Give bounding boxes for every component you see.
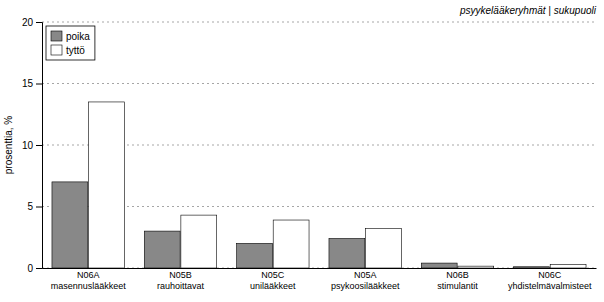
- bar: [273, 220, 309, 268]
- legend-swatch: [51, 31, 62, 41]
- bar: [89, 102, 125, 268]
- grid-line: [42, 145, 596, 146]
- tick: N05Brauhoittavat: [157, 270, 205, 290]
- plot: 0 5 10 15 20 N06Amasennuslääkkeet N05Brauhoitt…: [22, 17, 597, 291]
- tick-label: 0: [27, 263, 33, 274]
- tick-label: N05Brauhoittavat: [157, 270, 205, 290]
- tick-mark: [36, 22, 42, 23]
- tick: N06Bstimulantit: [437, 270, 478, 290]
- tick-label-line: N06C: [538, 270, 562, 280]
- tick-label: 5: [27, 201, 33, 212]
- legend-frame: [46, 26, 95, 60]
- grid-line: [42, 268, 596, 269]
- grid: [42, 22, 596, 268]
- grid-line: [42, 83, 596, 84]
- tick-label: N06Cyhdistelmävalmisteet: [508, 270, 592, 290]
- tick-label: 15: [22, 78, 34, 89]
- tick-mark: [36, 268, 42, 269]
- tick-mark: [36, 84, 42, 85]
- bar: [237, 243, 273, 268]
- y-axis: 0 5 10 15 20: [22, 17, 43, 274]
- tick-label-line: psykoosilääkkeet: [331, 281, 400, 291]
- bar: [550, 264, 586, 268]
- legend: poika tyttö: [46, 26, 95, 60]
- bar: [52, 182, 88, 268]
- annotation: psyykelääkeryhmät | sukupuoli: [459, 5, 597, 16]
- tick-label: N06Bstimulantit: [437, 270, 478, 290]
- tick: 15: [22, 78, 42, 89]
- tick-label-line: masennuslääkkeet: [51, 281, 127, 291]
- bar: [144, 231, 180, 268]
- legend-swatch: [51, 45, 62, 55]
- tick: 0: [27, 263, 42, 274]
- legend-item: tyttö: [51, 45, 85, 56]
- tick-mark: [36, 207, 42, 208]
- tick-label: N05Cunilääkkeet: [250, 270, 296, 290]
- tick-label: N06Amasennuslääkkeet: [51, 270, 127, 290]
- tick-label-line: rauhoittavat: [157, 281, 205, 291]
- x-axis: N06Amasennuslääkkeet N05Brauhoittavat N05C…: [43, 269, 597, 291]
- legend-item: poika: [51, 31, 90, 42]
- legend-label: poika: [66, 31, 90, 42]
- bar: [514, 267, 550, 268]
- grid-line: [42, 22, 596, 23]
- grid-line: [42, 206, 596, 207]
- bar: [181, 215, 217, 268]
- tick: 20: [22, 17, 42, 28]
- tick-label-line: N06A: [77, 270, 100, 280]
- bar: [458, 266, 494, 268]
- tick-label: 10: [22, 140, 34, 151]
- tick-label-line: N05A: [354, 270, 377, 280]
- legend-label: tyttö: [66, 45, 85, 56]
- tick: 10: [22, 140, 42, 151]
- tick: N05Cunilääkkeet: [250, 270, 296, 290]
- tick-mark: [36, 145, 42, 146]
- tick-label-line: N06B: [446, 270, 469, 280]
- bar: [329, 238, 365, 268]
- tick: N06Cyhdistelmävalmisteet: [508, 270, 592, 290]
- tick-label-line: N05C: [261, 270, 285, 280]
- tick: 5: [27, 201, 42, 212]
- tick-label: 20: [22, 17, 34, 28]
- axis-domain: [36, 23, 43, 269]
- axis-domain: [43, 268, 597, 269]
- tick: N05Apsykoosilääkkeet: [331, 270, 400, 290]
- tick-label-line: unilääkkeet: [250, 281, 296, 291]
- tick-label-line: stimulantit: [437, 281, 478, 291]
- bar: [366, 229, 402, 268]
- bar: [421, 263, 457, 268]
- tick-label-line: yhdistelmävalmisteet: [508, 281, 592, 291]
- bars: [52, 102, 586, 268]
- chart: 0 5 10 15 20 N06Amasennuslääkkeet N05Brauhoitt…: [0, 0, 604, 302]
- y-axis-title: prosenttia, %: [3, 116, 14, 174]
- tick-label: N05Apsykoosilääkkeet: [331, 270, 400, 290]
- tick: N06Amasennuslääkkeet: [51, 270, 127, 290]
- tick-label-line: N05B: [169, 270, 192, 280]
